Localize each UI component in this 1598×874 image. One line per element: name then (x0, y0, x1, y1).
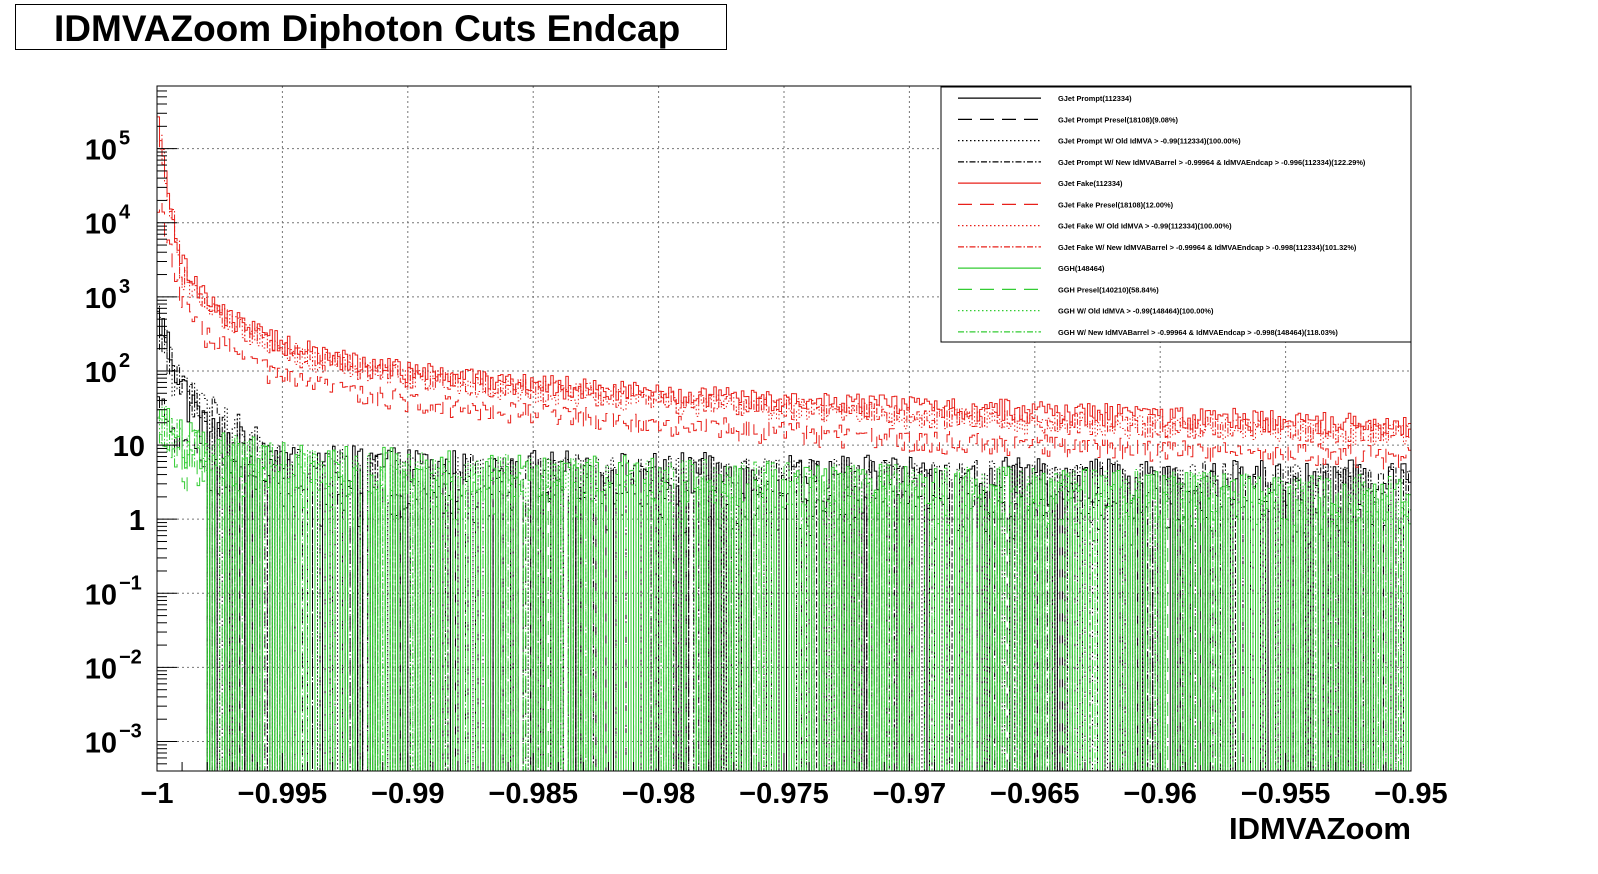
y-tick-label: 10 (85, 357, 117, 389)
legend-entry: GJet Prompt W/ New IdMVABarrel > -0.9996… (1058, 158, 1366, 167)
y-tick-exponent: 5 (119, 128, 130, 150)
legend-entry: GJet Fake W/ Old IdMVA > -0.99(112334)(1… (1058, 222, 1232, 231)
x-tick-label: −0.99 (371, 778, 444, 810)
x-tick-label: −0.95 (1374, 778, 1447, 810)
y-tick-exponent: −3 (119, 721, 142, 743)
y-tick-label: 10 (113, 431, 145, 463)
chart-title: IDMVAZoom Diphoton Cuts Endcap (54, 8, 681, 49)
series-line (156, 140, 1412, 771)
axes: −1 −0.995 −0.99 −0.985 −0.98 −0.975 −0.97 −0.96… (85, 85, 1448, 846)
y-tick-label: 10 (85, 135, 117, 167)
y-tick-exponent: −1 (119, 572, 142, 594)
x-tick-label: −0.995 (238, 778, 328, 810)
y-tick-exponent: 3 (119, 276, 130, 298)
y-tick-exponent: 4 (119, 202, 131, 224)
x-tick-label: −1 (140, 778, 173, 810)
series-line (156, 433, 1412, 772)
x-axis-label: IDMVAZoom (1229, 811, 1411, 846)
legend-entry: GJet Fake(112334) (1058, 179, 1123, 188)
legend-entry: GGH W/ New IdMVABarrel > -0.99964 & IdMV… (1058, 328, 1338, 337)
legend-entry: GJet Prompt W/ Old IdMVA > -0.99(112334)… (1058, 137, 1241, 146)
y-tick-label: 10 (85, 728, 117, 760)
y-tick-label: 1 (129, 505, 145, 537)
legend-entry: GJet Prompt(112334) (1058, 94, 1132, 103)
legend-entry: GJet Prompt Presel(18108)(9.08%) (1058, 115, 1178, 124)
x-tick-label: −0.975 (739, 778, 829, 810)
legend-entry: GGH(148464) (1058, 264, 1105, 273)
x-tick-label: −0.985 (488, 778, 578, 810)
legend: GJet Prompt(112334) GJet Prompt Presel(18… (940, 86, 1412, 343)
chart-title-box: IDMVAZoom Diphoton Cuts Endcap (15, 4, 727, 50)
y-tick-label: 10 (85, 209, 117, 241)
x-tick-label: −0.955 (1241, 778, 1331, 810)
legend-entry: GJet Fake Presel(18108)(12.00%) (1058, 200, 1174, 209)
x-tick-label: −0.98 (622, 778, 695, 810)
y-tick-exponent: −2 (119, 646, 142, 668)
x-tick-label: −0.965 (990, 778, 1080, 810)
series-line (156, 203, 1412, 771)
legend-entry: GJet Fake W/ New IdMVABarrel > -0.99964 … (1058, 243, 1357, 252)
plot-frame (156, 85, 1412, 772)
x-tick-label: −0.97 (873, 778, 946, 810)
y-tick-label: 10 (85, 579, 117, 611)
legend-entry: GGH W/ Old IdMVA > -0.99(148464)(100.00%… (1058, 307, 1214, 316)
x-tick-label: −0.96 (1124, 778, 1197, 810)
y-tick-label: 10 (85, 653, 117, 685)
y-tick-exponent: 2 (119, 350, 130, 372)
y-tick-label: 10 (85, 283, 117, 315)
legend-entry: GGH Presel(140210)(58.84%) (1058, 285, 1159, 294)
legend-box (940, 86, 1412, 343)
